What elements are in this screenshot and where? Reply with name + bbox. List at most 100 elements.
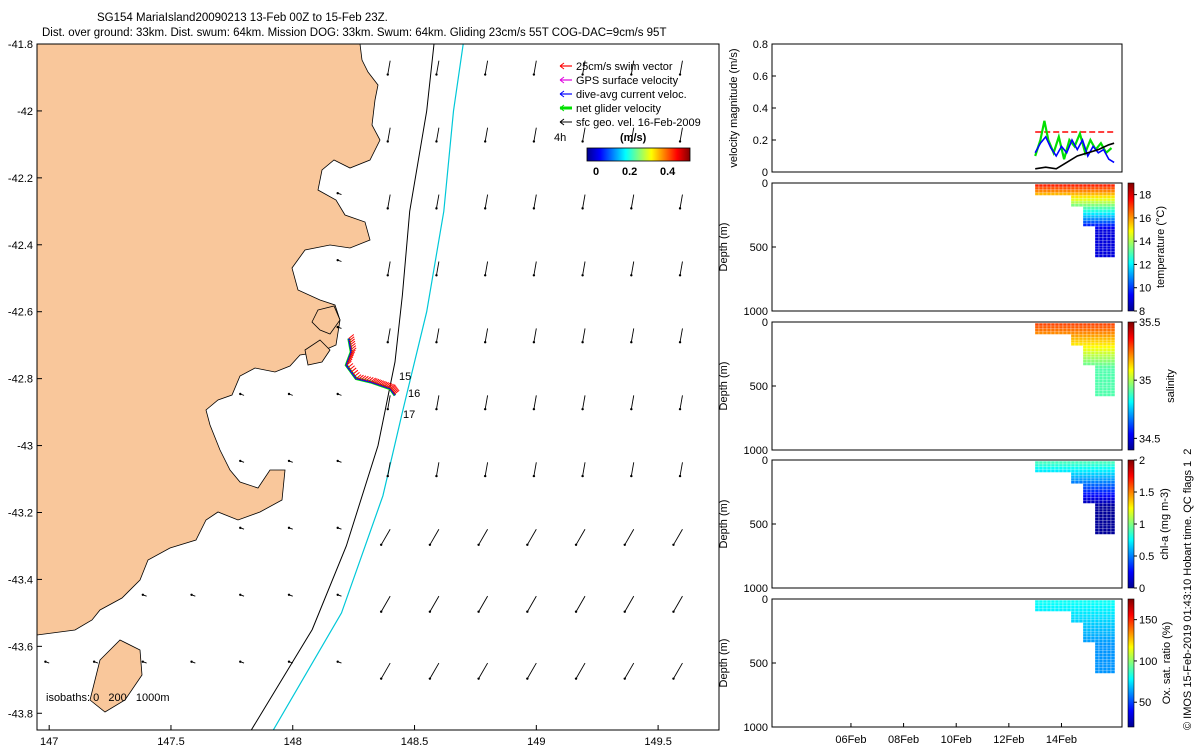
section-cell — [1063, 600, 1067, 603]
section-cell — [1103, 631, 1107, 634]
section-cell — [1103, 600, 1107, 603]
section-cell — [1071, 184, 1075, 187]
section-cell — [1059, 608, 1063, 612]
section-cell — [1095, 464, 1099, 467]
section-cell — [1111, 362, 1115, 366]
swim-vector — [384, 382, 391, 388]
section-cell — [1087, 334, 1091, 338]
depth-tick-label: 500 — [750, 242, 768, 254]
section-cell — [1095, 198, 1099, 201]
section-cell — [1087, 212, 1091, 215]
section-cell — [1099, 393, 1103, 397]
section-cell — [1079, 480, 1083, 484]
velocity-arrow-head — [386, 140, 389, 143]
velocity-arrow — [387, 261, 391, 276]
section-cell — [1051, 331, 1055, 335]
section-cell — [1107, 503, 1111, 507]
section-cell — [1091, 203, 1095, 207]
section-cell — [1107, 466, 1111, 470]
velocity-arrow-head — [623, 543, 626, 547]
section-cell — [1103, 365, 1107, 369]
section-cell — [1103, 511, 1107, 515]
depth-tick-label: 0 — [762, 455, 768, 467]
section-cell — [1107, 523, 1111, 526]
section-cell — [1087, 209, 1091, 213]
section-cell — [1035, 605, 1039, 609]
section-cell — [1099, 503, 1103, 507]
velocity-y-tick-label: 0 — [762, 167, 768, 179]
colorbar-tick-label: 0.5 — [1139, 551, 1154, 563]
section-cell — [1111, 653, 1115, 657]
section-cell — [1107, 639, 1111, 643]
velocity-arrow — [533, 194, 537, 209]
section-cell — [1087, 622, 1091, 626]
section-cell — [1095, 215, 1099, 218]
section-cell — [1111, 611, 1115, 615]
section-cell — [1087, 220, 1091, 224]
section-cell — [1095, 189, 1099, 193]
section-cell — [1103, 653, 1107, 657]
section-cell — [1099, 388, 1103, 391]
section-cell — [1055, 331, 1059, 335]
velocity-y-ticks: 0 0.2 0.4 0.6 0.8 — [753, 39, 776, 179]
velocity-arrow-head — [477, 677, 480, 680]
swim-vector — [388, 383, 394, 389]
velocity-arrow-head — [672, 543, 675, 547]
section-cell — [1107, 614, 1111, 617]
section-cell — [1083, 461, 1087, 464]
section-cell — [1095, 656, 1099, 660]
section-cell — [1087, 323, 1091, 326]
section-cell — [1103, 665, 1107, 668]
section-cell — [1107, 209, 1111, 213]
section-cell — [1099, 526, 1103, 529]
section-cell — [1111, 201, 1115, 204]
section-cell — [1107, 379, 1111, 383]
velocity-arrow-head — [483, 140, 487, 143]
map-y-tick-label: -42 — [17, 106, 33, 118]
section-cell — [1111, 331, 1115, 335]
section-cell — [1087, 215, 1091, 218]
section-cell — [1111, 359, 1115, 363]
section-cell — [1043, 600, 1047, 603]
section-cell — [1095, 331, 1099, 335]
section-cell — [1055, 464, 1059, 467]
section-cell — [1083, 475, 1087, 478]
section-cell — [1083, 486, 1087, 490]
velocity-arrow-head — [386, 73, 389, 76]
section-cell — [1079, 608, 1083, 612]
colorbar-tick-label: 35.5 — [1139, 317, 1160, 329]
section-cell — [1075, 480, 1079, 484]
section-cell — [1087, 639, 1091, 643]
section-cell — [1087, 189, 1091, 193]
section-cell — [1067, 461, 1071, 464]
section-cell — [1095, 362, 1099, 366]
legend-dac-head — [559, 90, 565, 98]
section-cell — [1099, 368, 1103, 371]
section-cell — [1107, 665, 1111, 668]
day-label-16: 16 — [408, 388, 420, 400]
section-cell — [1103, 489, 1107, 492]
time-tick-label: 12Feb — [993, 734, 1024, 746]
section-cell — [1095, 340, 1099, 343]
section-cell — [1043, 469, 1047, 473]
section-cell — [1107, 461, 1111, 464]
velocity-arrow-head — [239, 392, 242, 396]
section-cell — [1035, 469, 1039, 473]
section-cell — [1071, 203, 1075, 207]
velocity-arrow-head — [678, 474, 682, 478]
section-cell — [1075, 323, 1079, 326]
section-cell — [1051, 603, 1055, 606]
velocity-arrow — [429, 528, 440, 546]
section-cell — [1107, 619, 1111, 623]
section-cell — [1095, 489, 1099, 492]
section-cell — [1067, 328, 1071, 332]
velocity-arrow-head — [581, 274, 584, 277]
section-cell — [1107, 232, 1111, 235]
section-cell — [1087, 184, 1091, 187]
section-cell — [1059, 466, 1063, 470]
velocity-arrow-head — [141, 593, 145, 596]
section-cell — [1091, 605, 1095, 609]
chla-ylabel: Depth (m) — [718, 500, 730, 549]
section-cell — [1083, 611, 1087, 615]
section-cell — [1087, 486, 1091, 490]
